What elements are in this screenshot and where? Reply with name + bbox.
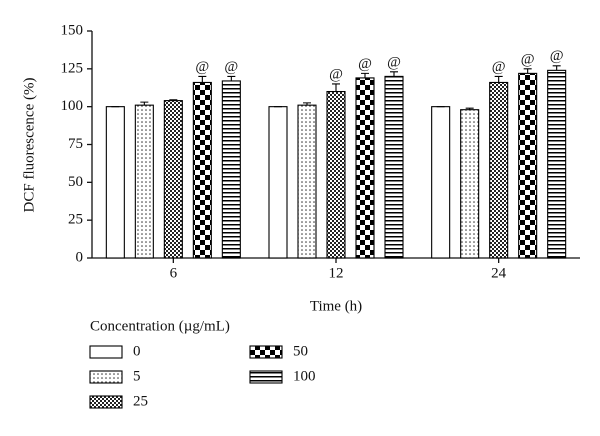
bar [192,81,212,259]
legend-swatch [249,370,283,384]
x-tick-label: 12 [329,265,344,281]
legend-label: 5 [133,368,141,384]
y-tick-label: 75 [68,136,83,152]
bar [547,69,567,259]
bar [297,104,317,259]
legend-label: 100 [293,368,316,384]
y-tick-label: 125 [61,60,84,76]
annotation: @ [550,48,564,64]
x-tick-label: 24 [491,265,507,281]
legend-label: 25 [133,393,148,409]
error-bar [361,72,369,78]
y-tick-label: 50 [68,174,83,190]
legend-label: 50 [293,343,308,359]
error-bar [303,102,311,106]
bar [431,106,451,259]
legend-swatch [89,370,123,384]
error-bar [494,75,503,83]
bar [326,90,346,259]
error-bar [465,107,474,110]
legend-title: Concentration (µg/mL) [90,318,230,334]
bar [268,106,288,259]
error-bar [332,83,340,92]
legend-swatch [249,345,283,359]
annotation: @ [358,56,372,72]
error-bar [140,101,149,106]
annotation: @ [387,54,401,70]
bar [134,104,154,259]
error-bar [198,75,207,83]
legend-label: 0 [133,343,141,359]
error-bar [169,99,178,101]
error-bar [523,68,532,74]
annotation: @ [224,59,238,75]
y-tick-label: 150 [61,22,84,38]
bar [355,77,375,259]
y-tick-label: 100 [61,98,84,114]
error-bar [227,75,236,81]
bar [518,72,538,259]
x-tick-label: 6 [170,265,178,281]
bar [489,81,509,259]
bar [105,106,125,259]
annotation: @ [329,66,343,82]
annotation: @ [492,59,506,75]
y-axis-label: DCF fluorescence (%) [21,78,37,213]
y-tick-label: 0 [76,249,84,265]
bar [460,109,480,259]
error-bar [390,71,398,77]
y-tick-label: 25 [68,212,83,228]
legend-swatch [89,395,123,409]
bar [384,75,404,259]
x-axis-label: Time (h) [310,298,362,314]
legend-swatch [89,345,123,359]
bar [163,100,183,259]
annotation: @ [195,59,209,75]
annotation: @ [521,51,535,67]
bar [221,80,241,259]
error-bar [552,65,561,71]
